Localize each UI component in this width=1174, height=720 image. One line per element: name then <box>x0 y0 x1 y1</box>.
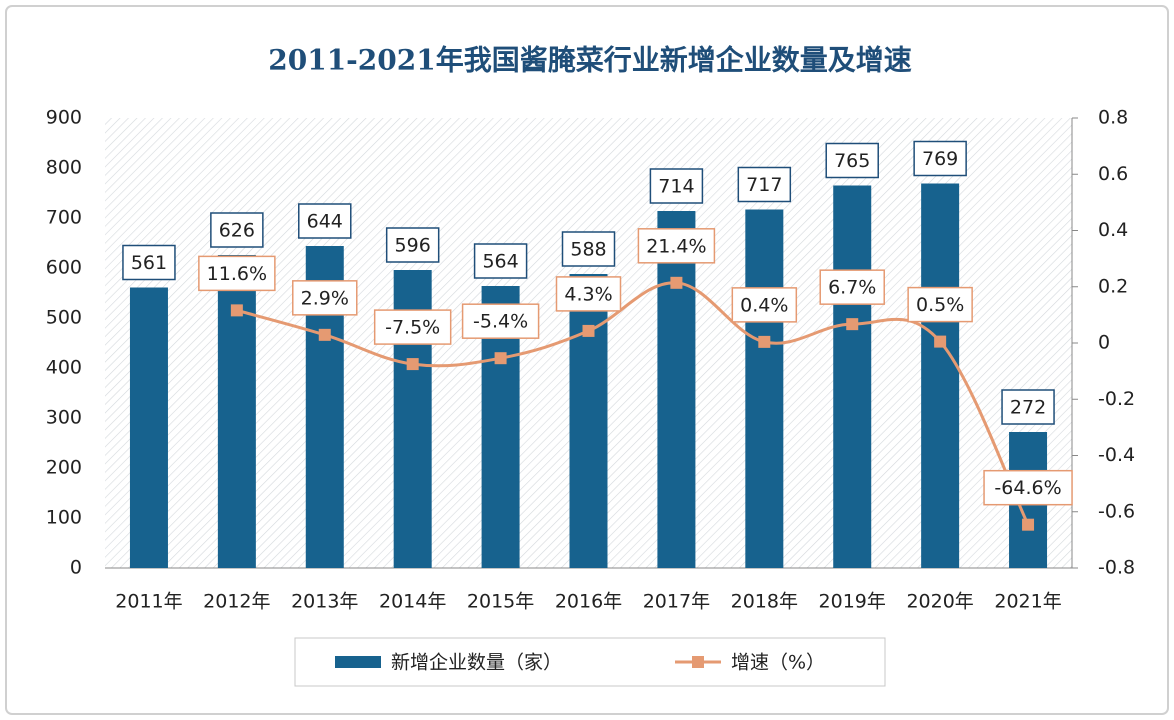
chart-title: 2011-2021年我国酱腌菜行业新增企业数量及增速 <box>268 44 911 77</box>
legend <box>294 637 886 687</box>
line-marker <box>230 304 243 317</box>
x-tick-label: 2011年 <box>115 591 182 613</box>
bar-value-label-box <box>649 168 704 204</box>
line-value-label: 6.7% <box>828 277 876 299</box>
bar-value-label-box <box>210 212 264 248</box>
legend-label: 新增企业数量（家） <box>391 652 562 674</box>
bar <box>129 287 168 568</box>
y-tick-label: 100 <box>46 507 82 529</box>
x-tick-label: 2015年 <box>467 591 534 613</box>
line-value-label-box <box>983 469 1073 506</box>
y2-tick-label: -0.8 <box>1098 557 1135 579</box>
bar-value-label-box <box>825 142 879 179</box>
y2-tick-label: 0.4 <box>1098 219 1128 241</box>
line-marker <box>934 335 947 348</box>
y-tick-label: 800 <box>46 157 82 179</box>
line-marker <box>1022 518 1035 531</box>
legend-swatch-marker <box>692 656 704 668</box>
bar-value-label: 644 <box>307 211 343 233</box>
y2-tick-label: 0.2 <box>1098 275 1128 297</box>
line-value-label: -5.4% <box>473 311 528 333</box>
bar-value-label: 626 <box>219 220 255 242</box>
line-value-label-box <box>637 228 716 264</box>
x-tick-label: 2017年 <box>643 591 710 613</box>
line-marker <box>758 335 771 348</box>
y2-tick-label: -0.4 <box>1098 444 1135 466</box>
line-value-label: 0.4% <box>740 294 788 316</box>
line-marker <box>670 276 683 289</box>
y2-tick-label: -0.6 <box>1098 500 1135 522</box>
bar-value-label: 714 <box>658 176 694 198</box>
x-tick-label: 2019年 <box>819 591 886 613</box>
bar-value-label: 765 <box>834 150 870 172</box>
x-tick-label: 2014年 <box>379 591 446 613</box>
line-value-label: 4.3% <box>564 283 612 305</box>
line-marker <box>582 324 595 337</box>
bar-value-label-box <box>737 166 792 203</box>
line-value-label-box <box>907 286 973 323</box>
line-value-label-box <box>373 309 452 345</box>
bar <box>569 274 608 568</box>
bar <box>833 185 872 568</box>
line-value-label: 0.5% <box>916 294 964 316</box>
line-value-label-box <box>292 280 358 316</box>
line-value-label: 2.9% <box>301 287 349 309</box>
x-tick-label: 2020年 <box>906 591 973 613</box>
line-value-label: -7.5% <box>385 317 440 339</box>
bar-value-label-box <box>913 140 967 177</box>
bar-value-label-box <box>385 227 440 263</box>
bar-value-label-box <box>298 203 352 239</box>
y-tick-label: 0 <box>70 557 82 579</box>
line-value-label: 11.6% <box>207 263 267 285</box>
line-value-label-box <box>731 287 798 323</box>
y-tick-label: 500 <box>46 307 82 329</box>
x-tick-label: 2021年 <box>994 591 1061 613</box>
y2-tick-label: 0 <box>1098 332 1110 354</box>
bar-value-label-box <box>122 244 176 281</box>
line-value-label-box <box>461 303 540 339</box>
line-marker <box>846 318 859 331</box>
y2-tick-label: -0.2 <box>1098 388 1135 410</box>
y-tick-label: 900 <box>46 107 82 129</box>
bar <box>217 255 256 568</box>
line-marker <box>318 328 331 341</box>
line-marker <box>406 358 419 371</box>
bar-value-label-box <box>561 231 616 267</box>
legend-label: 增速（%） <box>731 652 825 674</box>
y-tick-label: 300 <box>46 407 82 429</box>
bar <box>657 211 696 568</box>
bar-value-label: 588 <box>570 239 606 261</box>
line <box>236 281 1030 526</box>
y-tick-label: 400 <box>46 357 82 379</box>
x-tick-label: 2013年 <box>291 591 358 613</box>
y-tick-label: 200 <box>46 457 82 479</box>
x-tick-label: 2018年 <box>731 591 798 613</box>
y-tick-label: 700 <box>46 207 82 229</box>
line-marker <box>494 352 507 365</box>
bar-value-label: 596 <box>395 235 431 257</box>
bar-value-label: 272 <box>1010 397 1046 419</box>
y2-tick-label: 0.8 <box>1098 107 1128 129</box>
y-tick-label: 600 <box>46 257 82 279</box>
line-value-label: 21.4% <box>646 235 706 257</box>
x-tick-label: 2016年 <box>555 591 622 613</box>
bar-value-label: 561 <box>131 252 167 274</box>
bar <box>921 183 960 568</box>
bar-value-label: 769 <box>922 148 958 170</box>
x-tick-label: 2012年 <box>203 591 270 613</box>
bar-value-label-box <box>473 243 528 279</box>
bar-value-label: 717 <box>746 174 782 196</box>
bar-value-label-box <box>1001 389 1055 425</box>
line-value-label-box <box>555 276 622 312</box>
legend-swatch <box>335 656 381 668</box>
line-value-label-box <box>198 255 276 292</box>
bar-value-label: 564 <box>482 251 518 273</box>
line-value-label-box <box>819 269 885 305</box>
bar <box>745 209 784 568</box>
y2-tick-label: 0.6 <box>1098 163 1128 185</box>
line-value-label: -64.6% <box>994 477 1061 499</box>
